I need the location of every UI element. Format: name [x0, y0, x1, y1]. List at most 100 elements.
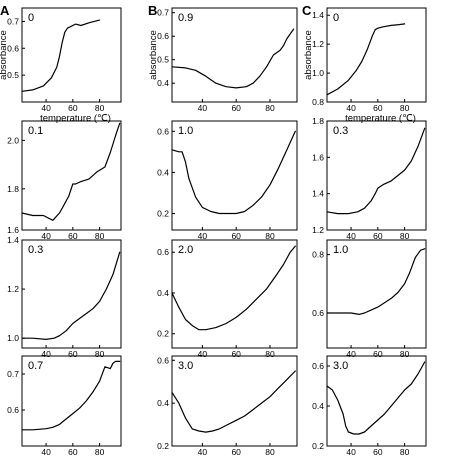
- x-tick-label-b-2-1: 60: [231, 349, 241, 359]
- plot-frame-a-0: [21, 7, 122, 103]
- y-tick-label-a-1-1: 1.8: [7, 184, 19, 194]
- x-tick-label-b-1-0: 40: [198, 231, 208, 241]
- y-tick-label-a-2-0: 1.0: [7, 333, 19, 343]
- y-tick-label-c-2-0: 0.6: [312, 308, 324, 318]
- panel-grid: 40 60 80 0.5 0.6 0.7 0 absorbance temperature (℃…: [0, 7, 427, 457]
- x-tick-label-b-0-1: 60: [231, 103, 241, 113]
- plot-frame-a-3: [21, 355, 122, 447]
- x-tick-label-c-1-0: 40: [346, 231, 356, 241]
- x-tick-label-b-1-2: 80: [265, 231, 275, 241]
- plot-frame-c-3: [326, 355, 427, 447]
- y-axis-title-c-0: absorbance: [303, 30, 314, 80]
- y-tick-label-a-1-0: 1.6: [7, 225, 19, 235]
- x-tick-label-b-0-0: 40: [198, 103, 208, 113]
- y-tick-label-c-1-1: 1.4: [312, 189, 324, 199]
- panel-a-3: 40 60 80 0.6 0.7 0.7: [7, 355, 122, 457]
- absorbance-curve-b-0: [171, 28, 295, 89]
- panel-b-0: 40 60 80 0.4 0.5 0.6 0.7 0.9 absorbance: [148, 7, 298, 113]
- x-tick-label-a-3-2: 80: [95, 447, 105, 457]
- x-tick-label-b-2-0: 40: [198, 349, 208, 359]
- y-tick-label-c-1-0: 1.2: [312, 225, 324, 235]
- y-tick-label-b-0-0: 0.4: [157, 78, 169, 88]
- y-tick-label-c-1-3: 1.8: [312, 116, 324, 126]
- panel-a-2: 40 60 80 1.0 1.2 1.4 0.3: [7, 235, 122, 359]
- y-tick-label-c-0-1: 1.0: [312, 68, 324, 78]
- y-tick-label-c-3-1: 0.4: [312, 401, 324, 411]
- absorbance-curve-c-1: [326, 127, 426, 215]
- panel-c-3: 40 60 80 0.2 0.4 0.6 3.0: [312, 355, 427, 457]
- x-tick-label-a-0-0: 40: [41, 103, 51, 113]
- y-axis-title-a-0: absorbance: [0, 30, 9, 80]
- y-tick-label-b-2-1: 0.4: [157, 288, 169, 298]
- plot-frame-c-0: [326, 7, 427, 103]
- x-tick-label-a-0-1: 60: [68, 103, 78, 113]
- panel-label-b-3: 3.0: [178, 360, 193, 372]
- x-tick-label-b-3-1: 60: [231, 447, 241, 457]
- y-tick-label-b-1-1: 0.4: [157, 167, 169, 177]
- x-tick-label-c-3-1: 60: [373, 447, 383, 457]
- plot-frame-b-1: [171, 120, 298, 231]
- absorbance-curve-c-2: [326, 248, 426, 315]
- plot-frame-c-2: [326, 239, 427, 349]
- y-tick-label-c-3-0: 0.2: [312, 441, 324, 451]
- absorbance-curve-a-1: [21, 122, 121, 221]
- y-tick-label-c-1-2: 1.6: [312, 152, 324, 162]
- absorbance-curve-c-3: [326, 361, 426, 435]
- panel-label-c-3: 3.0: [333, 360, 348, 372]
- x-tick-label-a-3-0: 40: [41, 447, 51, 457]
- panel-label-a-0: 0: [28, 12, 34, 24]
- absorbance-curve-a-0: [21, 19, 101, 92]
- plot-frame-a-2: [21, 239, 122, 349]
- x-tick-label-b-2-2: 80: [265, 349, 275, 359]
- x-tick-label-c-0-0: 40: [346, 103, 356, 113]
- column-letter-c: C: [302, 3, 312, 18]
- x-tick-label-a-3-1: 60: [68, 447, 78, 457]
- panel-label-b-0: 0.9: [178, 12, 193, 24]
- panel-label-a-1: 0.1: [28, 125, 43, 137]
- absorbance-curve-b-3: [171, 370, 296, 433]
- x-tick-label-c-1-2: 80: [400, 231, 410, 241]
- x-axis-title-a-0: temperature (℃): [40, 113, 111, 124]
- y-tick-label-b-1-0: 0.2: [157, 209, 169, 219]
- y-tick-label-b-3-1: 0.4: [157, 398, 169, 408]
- panel-b-3: 40 60 80 0.2 0.4 0.6 3.0: [157, 355, 298, 457]
- plot-frame-c-1: [326, 120, 427, 231]
- y-tick-label-c-3-2: 0.6: [312, 361, 324, 371]
- y-tick-label-a-2-1: 1.2: [7, 284, 19, 294]
- y-tick-label-b-0-3: 0.7: [157, 8, 169, 18]
- x-tick-label-b-1-1: 60: [231, 231, 241, 241]
- panel-label-c-0: 0: [333, 12, 339, 24]
- x-tick-label-a-1-1: 60: [68, 231, 78, 241]
- x-axis-title-c-0: temperature (℃): [345, 113, 416, 124]
- y-tick-label-b-0-2: 0.6: [157, 31, 169, 41]
- panel-label-a-2: 0.3: [28, 244, 43, 256]
- plot-frame-b-0: [171, 7, 298, 103]
- x-tick-label-c-2-0: 40: [346, 349, 356, 359]
- panel-c-1: 40 60 80 1.2 1.4 1.6 1.8 0.3: [312, 116, 427, 241]
- panel-label-c-1: 0.3: [333, 125, 348, 137]
- y-tick-label-b-3-2: 0.6: [157, 355, 169, 365]
- y-axis-title-b-0: absorbance: [148, 30, 159, 80]
- y-tick-label-b-1-2: 0.6: [157, 126, 169, 136]
- panel-a-1: 40 60 80 1.6 1.8 2.0 0.1: [7, 120, 122, 241]
- plot-frame-a-1: [21, 120, 122, 231]
- x-tick-label-a-2-2: 80: [95, 349, 105, 359]
- x-tick-label-a-0-2: 80: [95, 103, 105, 113]
- column-letter-b: B: [148, 3, 157, 18]
- x-tick-label-c-3-0: 40: [346, 447, 356, 457]
- absorbance-curve-a-2: [21, 251, 121, 340]
- y-tick-label-c-0-0: 0.8: [312, 97, 324, 107]
- y-tick-label-b-3-0: 0.2: [157, 441, 169, 451]
- panel-b-1: 40 60 80 0.2 0.4 0.6 1.0: [157, 120, 298, 241]
- panel-c-0: 40 60 80 0.8 1.0 1.2 1.4 0 absorbance temperature…: [303, 7, 427, 124]
- plot-frame-b-2: [171, 239, 298, 349]
- y-tick-label-c-0-2: 1.2: [312, 39, 324, 49]
- x-tick-label-c-3-2: 80: [400, 447, 410, 457]
- y-tick-label-a-0-0: 0.5: [7, 70, 19, 80]
- x-tick-label-a-1-0: 40: [41, 231, 51, 241]
- y-tick-label-b-2-2: 0.6: [157, 247, 169, 257]
- panel-c-2: 40 60 80 0.6 0.8 1.0: [312, 239, 427, 359]
- y-tick-label-c-0-3: 1.4: [312, 10, 324, 20]
- absorbance-curve-a-3: [21, 360, 121, 431]
